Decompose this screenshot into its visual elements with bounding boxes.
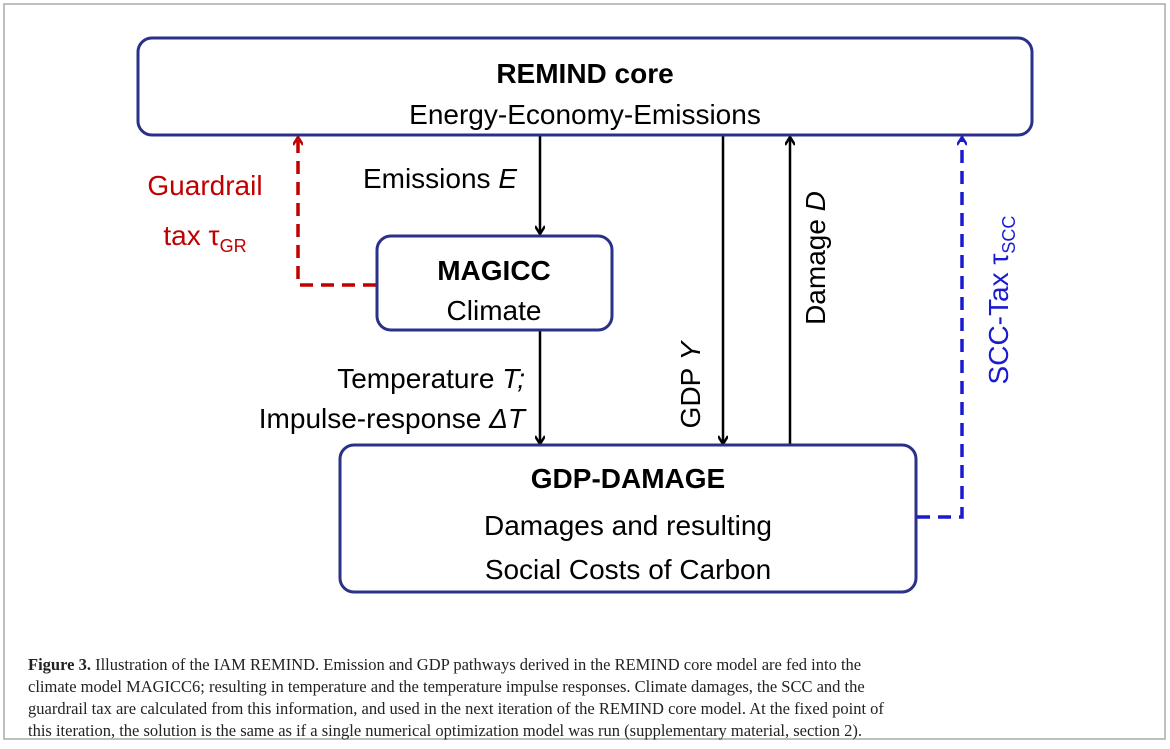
edge-label: GDP Y — [675, 339, 706, 428]
remind-box — [136, 36, 1034, 137]
edge-label: Temperature T; — [337, 363, 525, 394]
connectors — [298, 136, 962, 519]
node-text: Damages and resulting — [484, 510, 772, 541]
label-text: SCC-Tax τ — [983, 254, 1014, 385]
label-italic: Y — [675, 339, 706, 360]
frame — [3, 3, 1166, 740]
label-text: Temperature — [337, 363, 502, 394]
edge-label: Impulse-response ΔT — [259, 403, 527, 434]
edge-label: Damage D — [800, 191, 831, 325]
caption-label: Figure 3. — [28, 655, 91, 674]
label-subscript: GR — [220, 236, 247, 256]
node-text: Energy-Economy-Emissions — [409, 99, 761, 130]
label-italic: ΔT — [488, 403, 527, 434]
label-subscript: SCC — [999, 216, 1019, 254]
node-text: Social Costs of Carbon — [485, 554, 771, 585]
node-title: GDP-DAMAGE — [531, 463, 725, 494]
caption-line: Figure 3. Illustration of the IAM REMIND… — [28, 655, 861, 674]
node-title: MAGICC — [437, 255, 551, 286]
caption-line: guardrail tax are calculated from this i… — [28, 699, 884, 718]
node-title: REMIND core — [496, 58, 673, 89]
label-italic: T; — [502, 363, 525, 394]
edge-label: tax τGR — [163, 220, 246, 256]
node-text: Climate — [447, 295, 542, 326]
label-text: tax τ — [163, 220, 219, 251]
label-text: GDP — [675, 360, 706, 428]
gdp-damage-box — [338, 443, 918, 594]
caption-line: this iteration, the solution is the same… — [28, 721, 862, 740]
edge-label: Guardrail — [147, 170, 262, 201]
edge-label: SCC-Tax τSCC — [983, 216, 1019, 385]
edge-label: Emissions E — [363, 163, 517, 194]
label-text: Damage — [800, 211, 831, 325]
label-text: Emissions — [363, 163, 498, 194]
magicc-box — [375, 234, 614, 332]
label-text: Impulse-response — [259, 403, 489, 434]
label-italic: E — [498, 163, 517, 194]
caption-line: climate model MAGICC6; resulting in temp… — [28, 677, 865, 696]
caption-text: Illustration of the IAM REMIND. Emission… — [91, 655, 861, 674]
label-italic: D — [800, 191, 831, 211]
